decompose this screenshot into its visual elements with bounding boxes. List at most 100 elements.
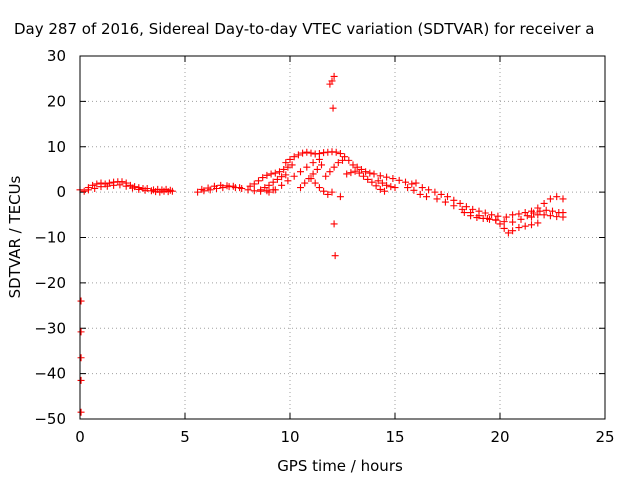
data-point [366, 169, 374, 177]
data-point [250, 180, 258, 188]
y-tick-label: −40 [34, 365, 66, 383]
data-point [307, 149, 315, 157]
data-point [320, 187, 328, 195]
x-tick-label: 10 [280, 428, 299, 446]
data-point [284, 163, 292, 171]
data-point [389, 175, 397, 183]
data-point [303, 148, 311, 156]
data-point [360, 172, 367, 180]
data-point [433, 195, 441, 203]
data-point [269, 178, 277, 186]
data-point [244, 186, 252, 194]
data-point [331, 252, 339, 260]
x-tick-label: 5 [180, 428, 190, 446]
y-tick-label: 30 [47, 47, 66, 65]
data-point [267, 170, 275, 178]
data-point [549, 207, 556, 215]
data-point [479, 214, 487, 222]
data-point [278, 173, 286, 181]
data-point [481, 209, 489, 217]
data-point [540, 199, 548, 207]
data-point [110, 181, 118, 189]
data-point [496, 220, 504, 228]
data-point [77, 376, 85, 384]
data-point [528, 213, 535, 221]
data-point [404, 184, 412, 192]
data-point [288, 161, 296, 169]
data-point [456, 199, 464, 207]
data-point [534, 219, 542, 227]
data-point [330, 72, 338, 80]
x-axis-label: GPS time / hours [277, 457, 403, 475]
y-tick-label: 10 [47, 138, 66, 156]
data-point [328, 77, 336, 85]
data-point [250, 187, 258, 195]
data-point [328, 188, 336, 196]
data-point [261, 184, 269, 192]
data-point [311, 179, 319, 187]
data-point [297, 184, 304, 192]
axis-ticks [79, 55, 606, 420]
data-point [559, 213, 567, 221]
data-point [223, 182, 231, 190]
data-point [116, 181, 124, 189]
data-point [286, 155, 294, 163]
data-point [91, 184, 99, 192]
data-point [509, 227, 517, 235]
data-point [395, 176, 403, 184]
data-point [523, 212, 531, 220]
data-point [381, 187, 388, 195]
x-tick-label: 20 [490, 428, 509, 446]
data-point [164, 188, 172, 196]
data-point [255, 177, 262, 185]
data-point [504, 229, 512, 237]
data-point [334, 159, 342, 167]
data-point [517, 215, 525, 223]
data-point [341, 153, 349, 161]
data-point [77, 408, 85, 416]
data-point [259, 174, 267, 182]
data-point [194, 188, 202, 196]
data-point [276, 168, 283, 176]
data-point [284, 177, 292, 185]
data-point [492, 216, 500, 224]
data-point [129, 184, 136, 192]
data-point [309, 159, 317, 167]
data-point [122, 182, 130, 190]
data-point [515, 224, 523, 232]
data-point [336, 193, 344, 201]
data-point [387, 183, 395, 191]
data-point [450, 202, 458, 210]
data-point [210, 182, 218, 190]
data-point [257, 186, 265, 194]
data-point [97, 183, 105, 191]
data-point [290, 172, 298, 180]
data-point [307, 175, 315, 183]
data-point [515, 210, 523, 218]
data-point [372, 182, 380, 190]
data-point [236, 184, 244, 192]
y-tick-label: −20 [34, 274, 66, 292]
data-point [326, 168, 334, 176]
data-point [391, 184, 399, 192]
data-point [322, 172, 330, 180]
data-point [502, 213, 510, 221]
data-point [416, 190, 424, 198]
data-point [229, 182, 237, 190]
data-point [425, 186, 433, 194]
data-point [364, 175, 372, 183]
data-point [467, 212, 475, 220]
data-point [410, 186, 418, 194]
data-point [437, 190, 445, 198]
data-point [217, 181, 225, 189]
data-point [318, 161, 325, 169]
data-series [341, 153, 567, 237]
data-point [553, 193, 561, 201]
data-point [301, 179, 309, 187]
data-series [194, 148, 346, 198]
data-point [486, 215, 493, 223]
data-point [376, 185, 384, 193]
x-tick-label: 0 [75, 428, 85, 446]
data-point [402, 178, 409, 186]
data-point [280, 165, 288, 173]
